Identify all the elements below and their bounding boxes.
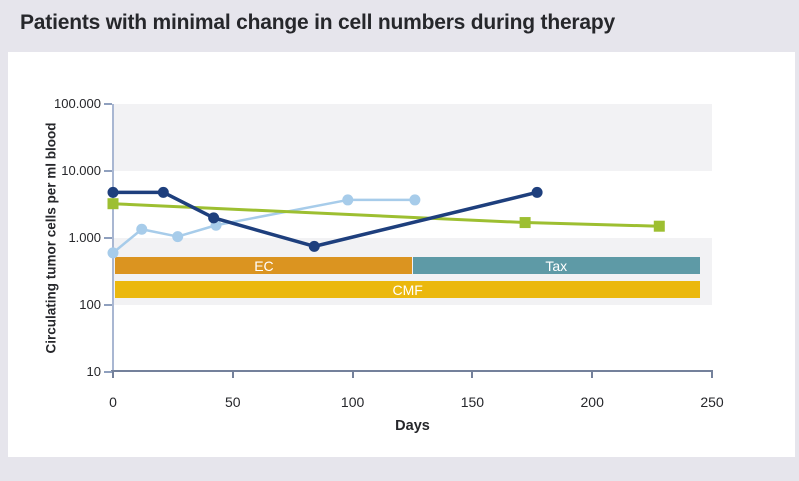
series-marker-dark-blue-patient (107, 186, 119, 198)
series-marker-light-blue-patient (172, 231, 184, 243)
x-tick (471, 372, 474, 378)
x-tick-label: 0 (109, 394, 117, 410)
x-tick-label: 250 (700, 394, 724, 410)
series-marker-green-patient (107, 198, 119, 210)
y-tick-label: 100 (79, 297, 101, 312)
y-tick (104, 237, 112, 239)
chart-series-layer (107, 186, 665, 259)
y-tick (104, 170, 112, 172)
series-marker-light-blue-patient (342, 194, 354, 206)
series-marker-light-blue-patient (409, 194, 421, 206)
x-tick-label: 100 (340, 394, 365, 410)
x-tick-label: 150 (460, 394, 485, 410)
y-tick-label: 100.000 (54, 96, 101, 111)
y-tick (104, 371, 112, 373)
series-marker-light-blue-patient (107, 247, 119, 259)
series-marker-green-patient (519, 217, 531, 229)
series-marker-dark-blue-patient (208, 212, 220, 224)
x-tick (711, 372, 713, 378)
y-axis-line (112, 104, 114, 375)
series-marker-green-patient (653, 220, 665, 232)
x-tick (351, 372, 354, 378)
therapy-bar-tax: Tax (412, 257, 701, 274)
series-marker-dark-blue-patient (308, 240, 320, 252)
y-tick-label: 1.000 (68, 230, 101, 245)
x-tick (112, 372, 114, 378)
chart-card: Circulating tumor cells per ml blood Day… (8, 52, 795, 457)
y-tick (104, 103, 112, 105)
series-line-light-blue-patient (111, 198, 417, 255)
decade-band-100000-10000 (114, 104, 712, 171)
x-tick (231, 372, 234, 378)
x-axis-line (111, 370, 713, 372)
y-tick-label: 10.000 (61, 163, 101, 178)
x-tick-label: 200 (580, 394, 604, 410)
x-tick (591, 372, 594, 378)
series-marker-dark-blue-patient (157, 186, 169, 198)
therapy-bar-ec: EC (115, 257, 413, 274)
y-tick-label: 10 (86, 364, 101, 379)
y-tick (104, 304, 112, 306)
therapy-bar-cmf: CMF (115, 281, 700, 299)
x-tick-label: 50 (225, 394, 241, 410)
page-title: Patients with minimal change in cell num… (20, 11, 615, 34)
plot-area: Circulating tumor cells per ml blood Day… (44, 96, 724, 434)
x-axis-title: Days (395, 418, 430, 434)
series-marker-light-blue-patient (136, 223, 148, 235)
series-marker-dark-blue-patient (531, 186, 543, 198)
